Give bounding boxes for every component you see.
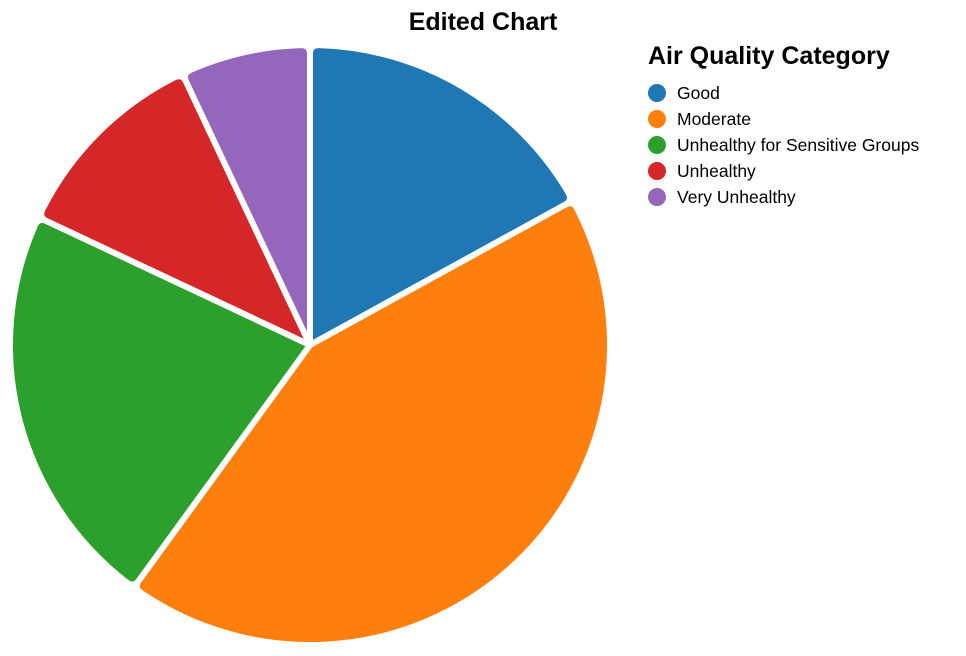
legend-title: Air Quality Category: [648, 42, 890, 70]
pie-slices: [7, 42, 614, 648]
legend-label: Very Unhealthy: [677, 186, 796, 207]
legend-swatch: [648, 110, 666, 128]
legend-item-unhealthy-for-sensitive-groups: Unhealthy for Sensitive Groups: [648, 132, 919, 158]
legend-label: Unhealthy: [677, 160, 756, 181]
legend-item-moderate: Moderate: [648, 106, 919, 132]
legend-label: Good: [677, 82, 720, 103]
legend-item-good: Good: [648, 80, 919, 106]
legend-swatch: [648, 162, 666, 180]
pie-slice-good[interactable]: [307, 42, 574, 348]
legend: Air Quality Category Good Moderate Unhealt…: [648, 42, 919, 210]
pie-slice-very-unhealthy[interactable]: [181, 42, 313, 348]
chart-title: Edited Chart: [408, 8, 558, 36]
legend-swatch: [648, 84, 666, 102]
pie-slice-unhealthy[interactable]: [38, 73, 313, 348]
legend-item-unhealthy: Unhealthy: [648, 158, 919, 184]
pie-chart: [7, 42, 614, 648]
legend-item-very-unhealthy: Very Unhealthy: [648, 184, 919, 210]
legend-label: Unhealthy for Sensitive Groups: [677, 134, 920, 155]
pie-slice-moderate[interactable]: [133, 200, 614, 648]
legend-items: Good Moderate Unhealthy for Sensitive Grou…: [648, 80, 919, 210]
legend-label: Moderate: [677, 108, 751, 129]
legend-swatch: [648, 188, 666, 206]
legend-swatch: [648, 136, 666, 154]
